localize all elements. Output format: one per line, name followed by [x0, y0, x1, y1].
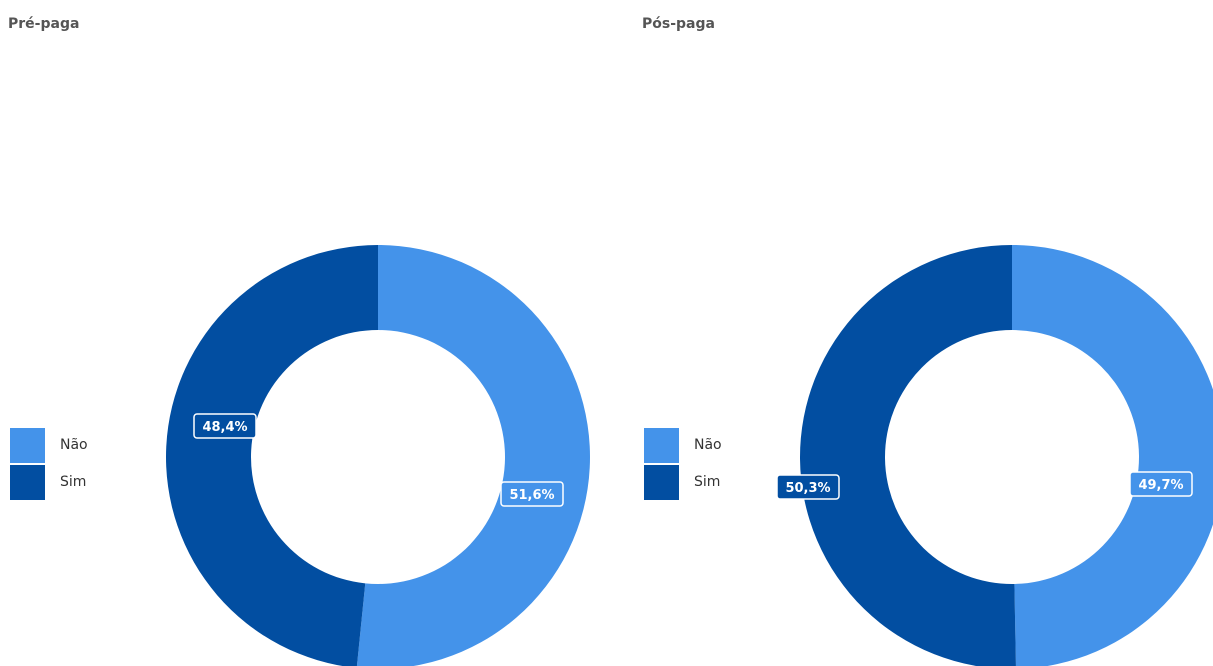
- data-label-box: [776, 474, 840, 500]
- data-label: 50,3%: [776, 474, 840, 500]
- data-label-text: 49,7%: [1138, 478, 1183, 493]
- donut-slice-sim[interactable]: [165, 245, 378, 666]
- data-label-box: [1129, 471, 1193, 497]
- data-label-box: [500, 481, 564, 507]
- chart-title: Pré-paga: [8, 16, 80, 32]
- legend-label: Não: [60, 437, 88, 453]
- chart-title: Pós-paga: [642, 16, 715, 32]
- legend-swatch-nao: [644, 428, 679, 463]
- legend-label: Não: [694, 437, 722, 453]
- data-label: 51,6%: [500, 481, 564, 507]
- chart-panel-pospaga: Pós-paga 49,7% 50,3% Não Sim: [634, 0, 1213, 666]
- donut-chart: 51,6% 48,4%: [165, 245, 590, 666]
- donut-slice-sim[interactable]: [799, 245, 1016, 666]
- data-label: 48,4%: [193, 413, 257, 439]
- data-label-text: 50,3%: [785, 481, 830, 496]
- donut-slice-nao[interactable]: [356, 245, 590, 666]
- legend-swatch-sim: [644, 465, 679, 500]
- legend-swatch-sim: [10, 465, 45, 500]
- legend-label: Sim: [694, 474, 721, 490]
- legend-label: Sim: [60, 474, 87, 490]
- legend-swatch-nao: [10, 428, 45, 463]
- donut-chart: 49,7% 50,3%: [776, 245, 1213, 666]
- data-label-text: 51,6%: [509, 488, 554, 503]
- data-label: 49,7%: [1129, 471, 1193, 497]
- data-label-text: 48,4%: [202, 420, 247, 435]
- chart-panel-prepaga: Pré-paga 51,6% 48,4% Não Sim: [0, 0, 600, 666]
- data-label-box: [193, 413, 257, 439]
- donut-slice-nao[interactable]: [1012, 245, 1213, 666]
